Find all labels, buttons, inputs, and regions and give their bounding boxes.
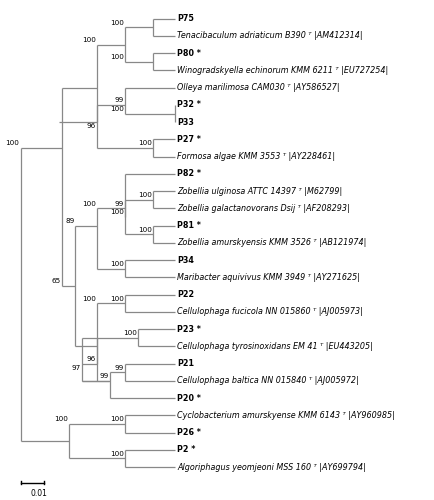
Text: 100: 100 <box>82 200 95 206</box>
Text: 100: 100 <box>110 296 124 302</box>
Text: Algoriphagus yeomjeoni MSS 160 ᵀ |AY699794|: Algoriphagus yeomjeoni MSS 160 ᵀ |AY6997… <box>178 462 366 471</box>
Text: Cyclobacterium amurskyense KMM 6143 ᵀ |AY960985|: Cyclobacterium amurskyense KMM 6143 ᵀ |A… <box>178 411 395 420</box>
Text: 99: 99 <box>115 364 124 370</box>
Text: 100: 100 <box>138 140 151 146</box>
Text: Cellulophaga fucicola NN 015860 ᵀ |AJ005973|: Cellulophaga fucicola NN 015860 ᵀ |AJ005… <box>178 308 363 316</box>
Text: 100: 100 <box>110 54 124 60</box>
Text: 100: 100 <box>5 140 19 146</box>
Text: 96: 96 <box>86 123 95 129</box>
Text: Cellulophaga baltica NN 015840 ᵀ |AJ005972|: Cellulophaga baltica NN 015840 ᵀ |AJ0059… <box>178 376 359 386</box>
Text: Zobellia amurskyensis KMM 3526 ᵀ |AB121974|: Zobellia amurskyensis KMM 3526 ᵀ |AB1219… <box>178 238 367 248</box>
Text: P34: P34 <box>178 256 194 264</box>
Text: 99: 99 <box>115 200 124 206</box>
Text: P75: P75 <box>178 14 194 23</box>
Text: Cellulophaga tyrosinoxidans EM 41 ᵀ |EU443205|: Cellulophaga tyrosinoxidans EM 41 ᵀ |EU4… <box>178 342 373 351</box>
Text: P20 *: P20 * <box>178 394 201 402</box>
Text: 100: 100 <box>110 416 124 422</box>
Text: 96: 96 <box>86 356 95 362</box>
Text: Formosa algae KMM 3553 ᵀ |AY228461|: Formosa algae KMM 3553 ᵀ |AY228461| <box>178 152 335 161</box>
Text: 100: 100 <box>110 106 124 112</box>
Text: 100: 100 <box>138 192 151 198</box>
Text: P2 *: P2 * <box>178 446 196 454</box>
Text: P82 *: P82 * <box>178 170 201 178</box>
Text: 100: 100 <box>54 416 68 422</box>
Text: P32 *: P32 * <box>178 100 201 110</box>
Text: Tenacibaculum adriaticum B390 ᵀ |AM412314|: Tenacibaculum adriaticum B390 ᵀ |AM41231… <box>178 32 363 40</box>
Text: 100: 100 <box>110 20 124 26</box>
Text: 99: 99 <box>115 97 124 103</box>
Text: 100: 100 <box>110 261 124 267</box>
Text: P33: P33 <box>178 118 194 126</box>
Text: 0.01: 0.01 <box>30 488 47 498</box>
Text: Maribacter aquivivus KMM 3949 ᵀ |AY271625|: Maribacter aquivivus KMM 3949 ᵀ |AY27162… <box>178 273 360 282</box>
Text: 100: 100 <box>138 226 151 232</box>
Text: Olleya marilimosa CAM030 ᵀ |AY586527|: Olleya marilimosa CAM030 ᵀ |AY586527| <box>178 83 340 92</box>
Text: P21: P21 <box>178 359 194 368</box>
Text: 100: 100 <box>123 330 137 336</box>
Text: P81 *: P81 * <box>178 221 201 230</box>
Text: P26 *: P26 * <box>178 428 201 437</box>
Text: 100: 100 <box>110 210 124 216</box>
Text: P80 *: P80 * <box>178 48 201 58</box>
Text: 100: 100 <box>110 451 124 457</box>
Text: 65: 65 <box>51 278 61 284</box>
Text: 100: 100 <box>82 37 95 43</box>
Text: 100: 100 <box>82 296 95 302</box>
Text: 99: 99 <box>100 373 109 379</box>
Text: 89: 89 <box>65 218 74 224</box>
Text: P27 *: P27 * <box>178 135 201 144</box>
Text: Zobellia galactanovorans Dsij ᵀ |AF208293|: Zobellia galactanovorans Dsij ᵀ |AF20829… <box>178 204 350 213</box>
Text: P22: P22 <box>178 290 194 299</box>
Text: Zobellia ulginosa ATTC 14397 ᵀ |M62799|: Zobellia ulginosa ATTC 14397 ᵀ |M62799| <box>178 186 342 196</box>
Text: Winogradskyella echinorum KMM 6211 ᵀ |EU727254|: Winogradskyella echinorum KMM 6211 ᵀ |EU… <box>178 66 388 75</box>
Text: 97: 97 <box>72 364 81 370</box>
Text: P23 *: P23 * <box>178 324 201 334</box>
